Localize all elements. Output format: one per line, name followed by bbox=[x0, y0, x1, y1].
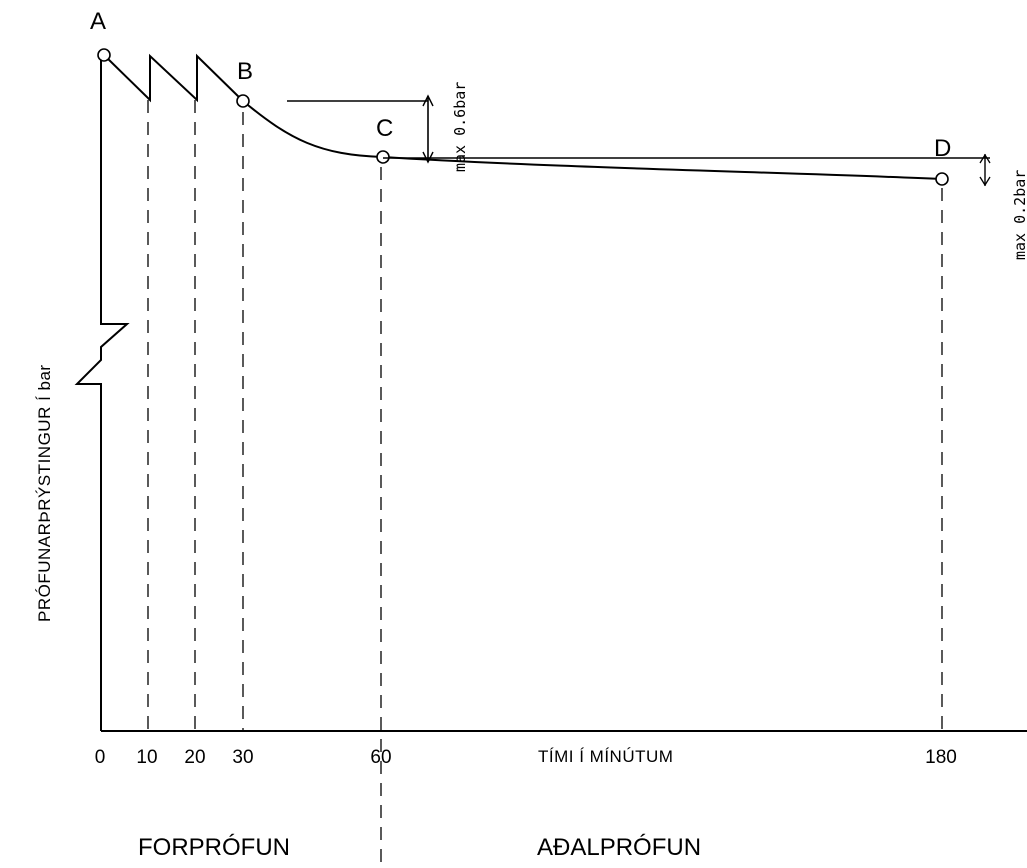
x-tick-label: 10 bbox=[136, 747, 157, 768]
limit-0-6-arrow-down bbox=[422, 151, 434, 164]
point-a-label: A bbox=[90, 8, 106, 35]
point-d-marker bbox=[935, 172, 949, 186]
pre-test-phase-label: FORPRÓFUN bbox=[138, 834, 290, 861]
x-tick-label: 60 bbox=[370, 747, 391, 768]
point-d-label: D bbox=[934, 135, 951, 162]
limit-0-2-label: max 0.2bar bbox=[1011, 170, 1027, 260]
x-tick-label: 0 bbox=[95, 747, 106, 768]
pre-test-sawtooth bbox=[103, 53, 244, 103]
y-axis-title: PRÓFUNARÞRÝSTINGUR Í bar bbox=[35, 364, 54, 622]
point-a-marker bbox=[97, 48, 111, 62]
main-test-phase-label: AÐALPRÓFUN bbox=[537, 834, 701, 861]
pressure-curve-c-d bbox=[382, 156, 943, 180]
pressure-decay-curve-b-c bbox=[242, 100, 384, 158]
point-b-label: B bbox=[237, 58, 253, 85]
limit-0-6-arrow-up bbox=[422, 94, 434, 107]
y-axis-line bbox=[74, 55, 130, 731]
limit-0-6-label: max 0.6bar bbox=[451, 82, 469, 172]
x-axis-title: TÍMI Í MÍNÚTUM bbox=[538, 747, 673, 766]
limit-0-2-arrow-down bbox=[979, 176, 991, 187]
x-tick-label: 180 bbox=[925, 747, 957, 768]
point-c-label: C bbox=[376, 115, 393, 142]
point-c-marker bbox=[376, 150, 390, 164]
limit-0-2-arrow-up bbox=[979, 153, 991, 164]
x-tick-label: 20 bbox=[184, 747, 205, 768]
x-tick-label: 30 bbox=[232, 747, 253, 768]
point-b-marker bbox=[236, 94, 250, 108]
